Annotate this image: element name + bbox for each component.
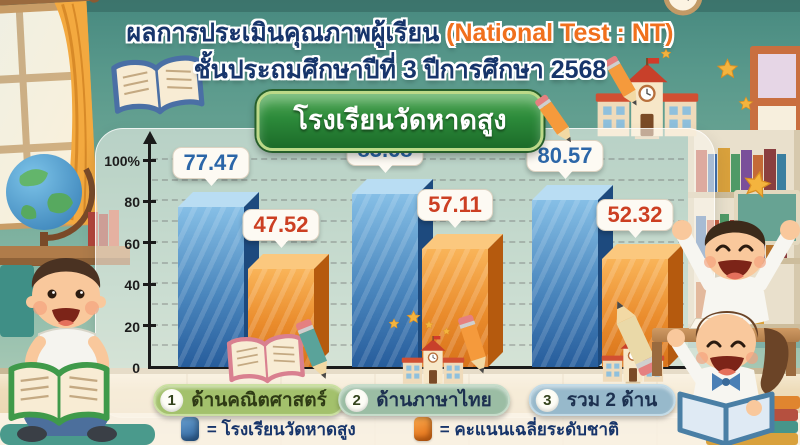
y-axis-tick	[143, 282, 156, 286]
pencil-icon	[291, 316, 337, 384]
book-spine	[88, 212, 98, 246]
star-icon	[738, 96, 754, 112]
legend-swatch	[180, 417, 199, 441]
category-pill: 2 ด้านภาษาไทย	[338, 384, 510, 416]
pencil-icon	[599, 52, 646, 111]
y-axis-tick	[143, 158, 156, 162]
star-icon	[586, 60, 602, 76]
y-axis-label: 40	[124, 277, 140, 294]
value-label: 77.47	[172, 146, 250, 179]
y-axis-arrow	[142, 124, 157, 144]
value-label: 52.32	[596, 198, 674, 231]
category-label: ด้านคณิตศาสตร์	[191, 390, 327, 411]
y-axis-label: 80	[124, 194, 140, 211]
y-axis-label: 100%	[104, 153, 140, 169]
y-axis-line	[148, 136, 151, 369]
star-icon	[388, 318, 400, 330]
star-icon	[660, 48, 672, 60]
bar-school	[352, 178, 433, 367]
category-number: 2	[345, 388, 369, 412]
school-name: โรงเรียนวัดหาดสูง	[293, 105, 507, 135]
star-icon	[424, 320, 434, 330]
open-book-icon	[107, 52, 208, 124]
legend-item: = โรงเรียนวัดหาดสูง	[180, 416, 356, 443]
school-icon	[396, 336, 470, 386]
school-name-badge: โรงเรียนวัดหาดสูง	[256, 91, 572, 151]
open-book-icon	[5, 360, 113, 432]
value-label: 57.11	[417, 188, 493, 221]
y-axis-tick	[143, 199, 156, 203]
title-main: ผลการประเมินคุณภาพผู้เรียน	[126, 19, 447, 47]
star-icon	[739, 167, 775, 203]
star-icon	[406, 310, 421, 325]
category-pill: 1 ด้านคณิตศาสตร์	[153, 384, 345, 416]
wall-top-strip	[0, 0, 800, 12]
bar-front-face	[352, 193, 418, 367]
y-axis-label: 0	[132, 360, 140, 376]
y-axis-tick	[143, 324, 156, 328]
category-pill: 3 รวม 2 ด้าน	[528, 384, 676, 416]
category-label: รวม 2 ด้าน	[566, 390, 658, 411]
bar-side-face	[488, 233, 503, 367]
pencil-icon	[530, 91, 580, 149]
wall-clock-icon	[662, 0, 704, 24]
star-icon	[716, 58, 739, 81]
category-number: 1	[160, 388, 184, 412]
boy-celebrating-illustration	[668, 188, 800, 338]
pencil-icon	[453, 312, 495, 378]
legend-label: = คะแนนเฉลี่ยระดับชาติ	[439, 419, 620, 439]
school-icon	[593, 58, 701, 140]
bar-school	[532, 185, 613, 367]
desk-leg	[652, 342, 662, 376]
y-axis-label: 60	[124, 235, 140, 252]
page-subtitle: ชั้นประถมศึกษาปีที่ 3 ปีการศึกษา 2568	[193, 56, 607, 84]
category-label: ด้านภาษาไทย	[376, 390, 492, 411]
title-highlight: (National Test : NT)	[446, 19, 674, 47]
open-book-icon	[224, 331, 308, 390]
legend-item: = คะแนนเฉลี่ยระดับชาติ	[413, 416, 620, 443]
category-number: 3	[535, 388, 559, 412]
page-title: ผลการประเมินคุณภาพผู้เรียน (National Tes…	[0, 13, 800, 53]
legend-swatch	[413, 417, 432, 441]
star-icon	[442, 327, 451, 336]
desk-leg	[786, 342, 796, 376]
y-axis-label: 20	[124, 318, 140, 335]
bar-front-face	[532, 200, 598, 367]
girl-reading-illustration	[650, 286, 800, 445]
value-label: 47.52	[242, 208, 320, 241]
y-axis-tick	[143, 241, 156, 245]
legend-label: = โรงเรียนวัดหาดสูง	[206, 419, 356, 439]
